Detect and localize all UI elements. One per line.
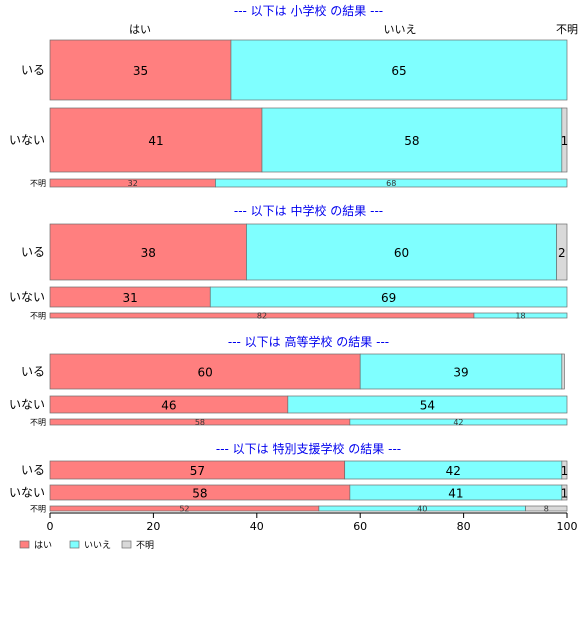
bar-segment (209, 286, 568, 308)
bar-segment (561, 353, 565, 390)
bar-segment (556, 223, 568, 281)
legend-entry: いいえ (84, 540, 111, 551)
bar-segment (230, 39, 568, 101)
data-label: 60 (394, 246, 409, 260)
data-label: 46 (161, 399, 176, 413)
row-label: いない (9, 133, 45, 147)
data-label: 18 (515, 312, 525, 321)
bar-segment (246, 223, 558, 281)
data-label: 58 (195, 418, 205, 427)
bar-segment (261, 107, 563, 173)
legend-swatch (69, 540, 80, 549)
data-label: 65 (391, 64, 406, 78)
row-label: いる (21, 245, 45, 259)
bar-segment (561, 107, 568, 173)
panel-title-0: --- 以下は 小学校 の結果 --- (234, 3, 383, 18)
top-label-1: いいえ (384, 23, 417, 36)
data-label: 57 (190, 464, 205, 478)
bar-segment (359, 353, 563, 390)
top-label-2: 不明 (556, 23, 578, 36)
row-label: いる (21, 365, 45, 379)
data-label: 32 (128, 179, 138, 188)
bar-segment (349, 418, 568, 426)
data-label: 60 (197, 366, 212, 380)
data-label: 58 (192, 487, 207, 501)
row-label: いない (9, 486, 45, 500)
x-tick-label: 60 (353, 520, 367, 533)
legend-swatch (121, 540, 132, 549)
bar-segment (561, 460, 568, 480)
row-label: 不明 (30, 505, 46, 514)
top-label-0: はい (129, 23, 151, 36)
data-label: 42 (453, 418, 463, 427)
row-label: いる (21, 63, 45, 77)
data-label: 82 (257, 312, 267, 321)
x-tick-label: 100 (557, 520, 578, 533)
row-label: 不明 (30, 179, 46, 188)
legend-swatch (19, 540, 30, 549)
legend-entry: 不明 (136, 540, 154, 551)
data-label: 31 (122, 291, 137, 305)
data-label: 1 (561, 464, 569, 478)
x-tick-label: 0 (47, 520, 54, 533)
data-label: 1 (561, 134, 569, 148)
row-label: いない (9, 290, 45, 304)
row-label: いない (9, 398, 45, 412)
data-label: 69 (381, 291, 396, 305)
row-label: いる (21, 463, 45, 477)
panel-title-3: --- 以下は 特別支援学校 の結果 --- (216, 441, 401, 456)
bar-segment (49, 223, 247, 281)
bar-segment (525, 505, 568, 512)
bar-segment (49, 39, 232, 101)
data-label: 52 (179, 505, 189, 514)
bar-segment (473, 312, 568, 319)
panel-title-1: --- 以下は 中学校 の結果 --- (234, 203, 383, 218)
data-label: 42 (446, 464, 461, 478)
data-label: 41 (148, 134, 163, 148)
x-tick-label: 20 (146, 520, 160, 533)
panel-title-2: --- 以下は 高等学校 の結果 --- (228, 334, 389, 349)
data-label: 2 (558, 246, 566, 260)
data-label: 38 (141, 246, 156, 260)
legend-entry: はい (34, 540, 52, 551)
data-label: 35 (133, 64, 148, 78)
row-label: 不明 (30, 312, 46, 321)
data-label: 8 (544, 505, 549, 514)
data-label: 40 (417, 505, 427, 514)
data-label: 1 (561, 487, 569, 501)
data-label: 54 (420, 399, 435, 413)
bar-segment (49, 107, 263, 173)
bar-segment (215, 178, 568, 188)
data-label: 68 (386, 179, 396, 188)
data-label: 41 (448, 487, 463, 501)
data-label: 58 (404, 134, 419, 148)
x-tick-label: 40 (250, 520, 264, 533)
row-label: 不明 (30, 418, 46, 427)
data-label: 39 (453, 366, 468, 380)
x-tick-label: 80 (457, 520, 471, 533)
bar-segment (561, 484, 568, 501)
bar-segment (49, 353, 361, 390)
bar-segment (287, 395, 568, 414)
